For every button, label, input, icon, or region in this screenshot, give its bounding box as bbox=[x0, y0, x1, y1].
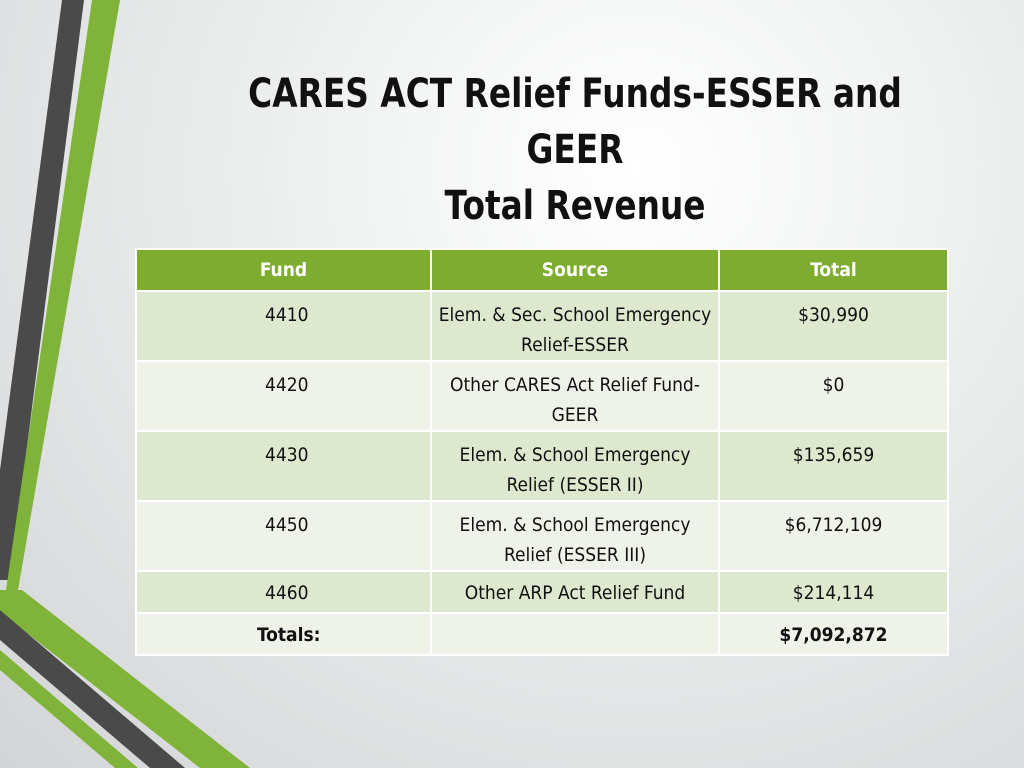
table-row: 4410 Elem. & Sec. School Emergency Relie… bbox=[135, 290, 949, 362]
column-header-total: Total bbox=[718, 248, 949, 292]
source-cell: Elem. & Sec. School Emergency Relief-ESS… bbox=[430, 290, 720, 362]
table-row: 4450 Elem. & School Emergency Relief (ES… bbox=[135, 500, 949, 572]
total-cell: $6,712,109 bbox=[718, 500, 949, 572]
source-cell: Other CARES Act Relief Fund-GEER bbox=[430, 360, 720, 432]
green-stripe-diagonal-upper bbox=[0, 590, 250, 768]
column-header-source: Source bbox=[430, 248, 720, 292]
total-cell: $214,114 bbox=[718, 570, 949, 614]
total-cell: $30,990 bbox=[718, 290, 949, 362]
source-cell: Elem. & School Emergency Relief (ESSER I… bbox=[430, 500, 720, 572]
totals-row: Totals: $7,092,872 bbox=[135, 612, 949, 656]
green-stripe-diagonal-lower bbox=[0, 650, 138, 768]
source-cell: Elem. & School Emergency Relief (ESSER I… bbox=[430, 430, 720, 502]
total-cell: $0 bbox=[718, 360, 949, 432]
fund-cell: 4410 bbox=[135, 290, 432, 362]
table-row: 4420 Other CARES Act Relief Fund-GEER $0 bbox=[135, 360, 949, 432]
column-header-fund: Fund bbox=[135, 248, 432, 292]
fund-cell: 4420 bbox=[135, 360, 432, 432]
totals-label: Totals: bbox=[135, 612, 432, 656]
revenue-table: Fund Source Total 4410 Elem. & Sec. Scho… bbox=[135, 248, 949, 656]
source-cell: Other ARP Act Relief Fund bbox=[430, 570, 720, 614]
page-title-line-2: Total Revenue bbox=[444, 183, 706, 229]
fund-cell: 4450 bbox=[135, 500, 432, 572]
fund-cell: 4430 bbox=[135, 430, 432, 502]
page-title: CARES ACT Relief Funds-ESSER and GEER To… bbox=[210, 66, 940, 234]
dark-stripe-vertical bbox=[0, 0, 84, 580]
table-header-row: Fund Source Total bbox=[135, 248, 949, 292]
fund-cell: 4460 bbox=[135, 570, 432, 614]
green-stripe-vertical bbox=[6, 0, 120, 590]
dark-stripe-diagonal bbox=[0, 610, 185, 768]
table-row: 4430 Elem. & School Emergency Relief (ES… bbox=[135, 430, 949, 502]
grand-total-value: $7,092,872 bbox=[718, 612, 949, 656]
table-row: 4460 Other ARP Act Relief Fund $214,114 bbox=[135, 570, 949, 614]
page-title-line-1: CARES ACT Relief Funds-ESSER and GEER bbox=[248, 71, 902, 173]
totals-source-cell bbox=[430, 612, 720, 656]
total-cell: $135,659 bbox=[718, 430, 949, 502]
